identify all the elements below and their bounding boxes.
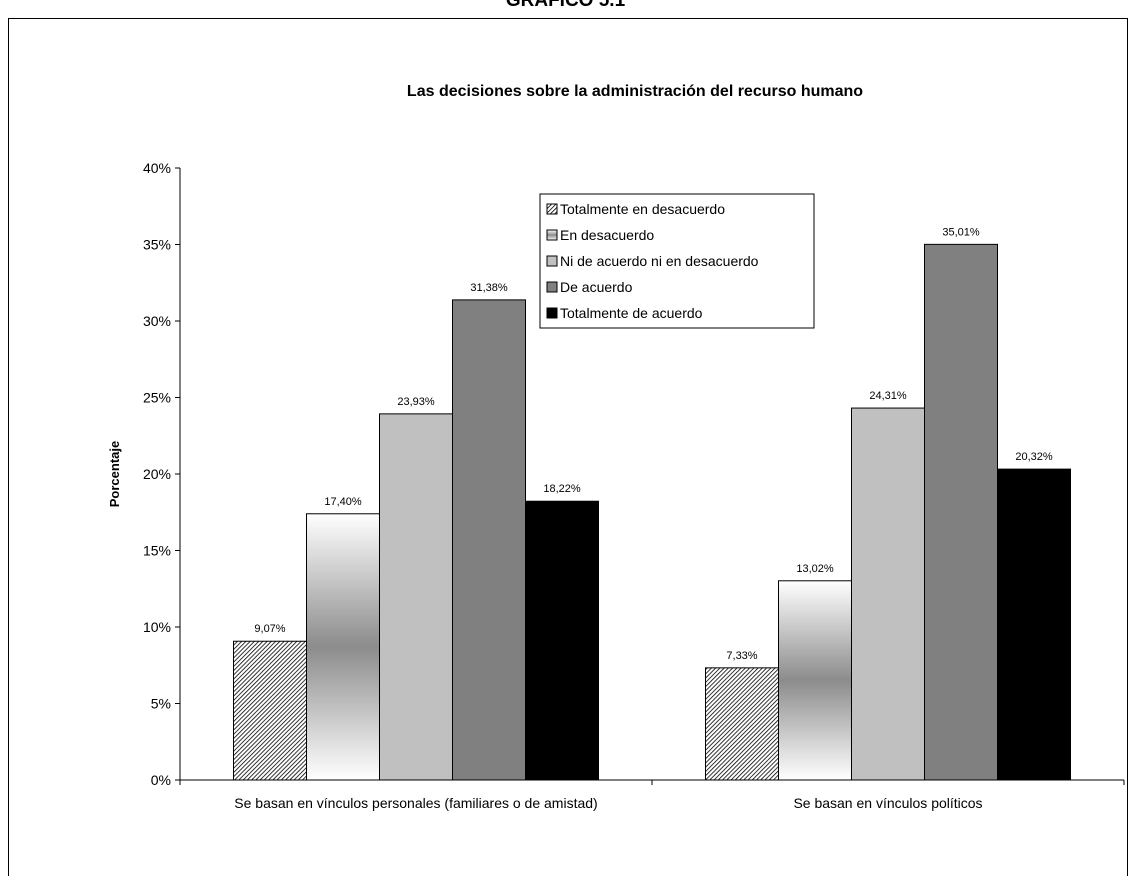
bar-value-label: 9,07%: [254, 623, 285, 635]
legend-box: [539, 193, 815, 329]
bar-value-label: 23,93%: [397, 396, 435, 408]
bar-value-label: 18,22%: [543, 483, 581, 495]
bar: [525, 500, 599, 781]
legend-swatch: [546, 307, 558, 319]
bar: [997, 468, 1071, 781]
bar-value-label: 24,31%: [869, 390, 907, 402]
bar: [705, 667, 779, 781]
chart-frame: [8, 18, 1128, 876]
y-tick-label: 10%: [143, 619, 171, 635]
legend-swatch: [546, 229, 558, 241]
bar: [851, 407, 925, 781]
y-tick-label: 5%: [151, 696, 171, 712]
bar: [778, 580, 852, 781]
bar: [233, 640, 307, 781]
y-tick-label: 30%: [143, 313, 171, 329]
legend-label: Ni de acuerdo ni en desacuerdo: [560, 253, 759, 269]
y-tick-label: 25%: [143, 390, 171, 406]
bar: [379, 413, 453, 781]
y-axis-label: Porcentaje: [107, 441, 122, 507]
bar-value-label: 31,38%: [470, 282, 508, 294]
page-heading: GRÁFICO 5.1: [505, 0, 626, 11]
y-tick-label: 0%: [151, 772, 171, 788]
legend-label: Totalmente de acuerdo: [560, 305, 703, 321]
bar-value-label: 17,40%: [324, 496, 362, 508]
legend-swatch: [546, 255, 558, 267]
y-tick-label: 35%: [143, 237, 171, 253]
y-tick-label: 20%: [143, 466, 171, 482]
y-tick-label: 40%: [143, 160, 171, 176]
legend-swatch: [546, 203, 558, 215]
bar: [306, 513, 380, 781]
y-tick-label: 15%: [143, 543, 171, 559]
bar: [924, 243, 998, 781]
legend-label: Totalmente en desacuerdo: [560, 201, 725, 217]
bar-value-label: 13,02%: [796, 563, 834, 575]
legend-label: De acuerdo: [560, 279, 633, 295]
x-category-label: Se basan en vínculos políticos: [793, 795, 982, 811]
x-category-label: Se basan en vínculos personales (familia…: [234, 795, 597, 811]
bar: [452, 299, 526, 781]
legend-label: En desacuerdo: [560, 227, 654, 243]
chart-title: Las decisiones sobre la administración d…: [407, 83, 863, 100]
legend-swatch: [546, 281, 558, 293]
bar-value-label: 7,33%: [726, 650, 757, 662]
bar-value-label: 20,32%: [1015, 451, 1053, 463]
bar-value-label: 35,01%: [942, 226, 980, 238]
